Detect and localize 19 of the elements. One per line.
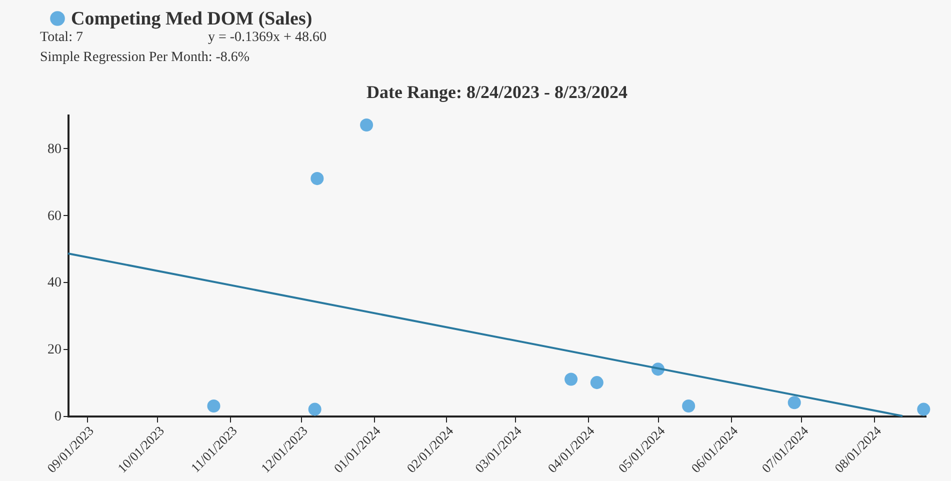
point	[564, 372, 578, 386]
point	[308, 402, 322, 416]
text: Total: 7	[40, 30, 83, 45]
point	[207, 399, 220, 412]
legend-label: Competing Med DOM (Sales)	[71, 8, 312, 30]
point	[917, 402, 930, 416]
y-tick-label: 20	[48, 342, 62, 358]
point	[360, 118, 374, 132]
text: y = -0.1369x + 48.60	[208, 30, 326, 45]
text: Simple Regression Per Month: -8.6%	[40, 50, 250, 65]
y-tick-label: 0	[54, 410, 62, 424]
chart-title: Date Range: 8/24/2023 - 8/23/2024	[366, 82, 628, 102]
point	[310, 172, 324, 186]
point	[590, 376, 604, 390]
point	[788, 396, 801, 410]
point	[682, 399, 696, 412]
y-tick-label: 80	[48, 142, 62, 157]
y-tick-label: 40	[48, 276, 62, 291]
y-tick-label: 60	[48, 208, 62, 224]
